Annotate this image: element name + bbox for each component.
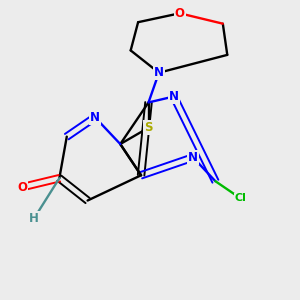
Text: O: O [17,181,27,194]
Text: S: S [144,121,153,134]
Text: Cl: Cl [235,194,247,203]
Text: N: N [90,111,100,124]
Text: H: H [29,212,39,225]
Text: O: O [175,7,185,20]
Text: N: N [154,66,164,79]
Text: N: N [169,90,179,103]
Text: N: N [188,151,198,164]
